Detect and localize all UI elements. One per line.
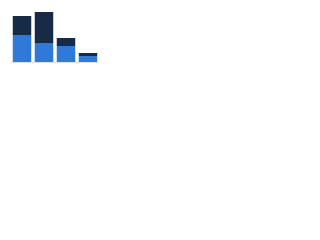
bar-segment — [34, 12, 54, 43]
bar-segment — [78, 56, 98, 62]
chart — [11, 12, 99, 63]
bar-segment — [34, 43, 54, 62]
bar-segment — [78, 53, 98, 56]
bar-segment — [12, 35, 32, 62]
bar-segment — [56, 38, 76, 46]
bar-segment — [12, 16, 32, 35]
bar-segment — [56, 46, 76, 62]
page: {"chart_data": {"type": "stacked-bar", "… — [0, 0, 100, 71]
